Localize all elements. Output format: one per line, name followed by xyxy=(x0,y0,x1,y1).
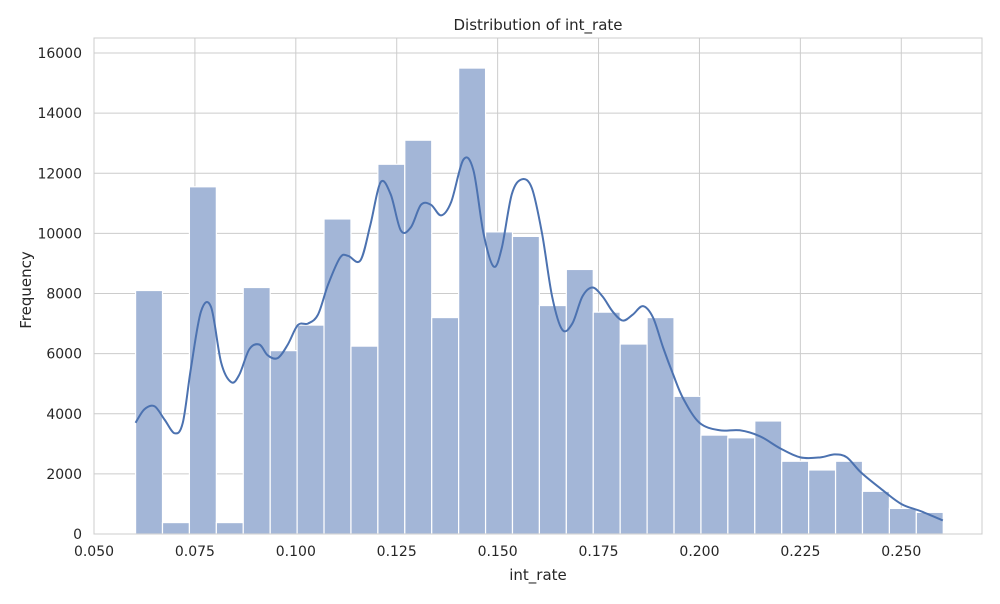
y-tick-label: 6000 xyxy=(46,347,82,363)
y-tick-label: 8000 xyxy=(46,287,82,303)
x-tick-label: 0.100 xyxy=(276,544,316,560)
histogram-bar xyxy=(700,434,729,535)
histogram-bar xyxy=(215,521,244,535)
histogram-bar xyxy=(646,316,675,535)
histogram-bar xyxy=(484,231,514,535)
y-tick-label: 0 xyxy=(73,527,82,543)
y-tick-label: 2000 xyxy=(46,467,82,483)
x-axis-label: int_rate xyxy=(509,566,567,585)
y-tick-labels: 0 2000 4000 6000 8000 10000 12000 14000 16000 xyxy=(37,46,82,543)
histogram-bar xyxy=(134,289,164,535)
histogram-bar xyxy=(565,268,594,535)
kde-curve xyxy=(134,156,944,522)
x-tick-label: 0.075 xyxy=(175,544,215,560)
x-tick-label: 0.050 xyxy=(74,544,114,560)
histogram-bar xyxy=(861,490,891,535)
chart-title: Distribution of int_rate xyxy=(453,16,622,35)
histogram-bar xyxy=(296,324,325,535)
bars-layer xyxy=(134,67,944,535)
x-tick-label: 0.250 xyxy=(881,544,921,560)
histogram-bar xyxy=(323,218,352,535)
y-tick-label: 4000 xyxy=(46,407,82,423)
histogram-bar xyxy=(431,316,460,535)
histogram-bar xyxy=(538,304,567,535)
histogram-bar xyxy=(781,460,810,535)
histogram-bar xyxy=(377,163,406,535)
histogram-bar xyxy=(592,311,621,535)
y-tick-label: 10000 xyxy=(37,226,82,242)
x-tick-label: 0.125 xyxy=(377,544,417,560)
histogram-bar xyxy=(808,469,837,535)
histogram-bar xyxy=(511,235,541,535)
histogram-bar xyxy=(404,139,433,535)
y-axis-label: Frequency xyxy=(17,251,35,329)
histogram-bar xyxy=(673,395,702,535)
histogram-bar xyxy=(619,343,648,535)
histogram-bar xyxy=(350,345,379,535)
histogram-bar xyxy=(458,67,487,535)
x-tick-label: 0.175 xyxy=(578,544,618,560)
histogram-bar xyxy=(242,286,271,535)
histogram-bar xyxy=(754,420,783,535)
x-tick-label: 0.200 xyxy=(679,544,719,560)
x-tick-label: 0.150 xyxy=(478,544,518,560)
x-tick-labels: 0.050 0.075 0.100 0.125 0.150 0.175 0.200 0.225… xyxy=(74,544,921,560)
histogram-bar xyxy=(888,507,917,535)
y-tick-label: 12000 xyxy=(37,166,82,182)
histogram-bar xyxy=(727,437,756,535)
x-tick-label: 0.225 xyxy=(780,544,820,560)
y-tick-label: 16000 xyxy=(37,46,82,62)
kde-layer xyxy=(134,156,944,522)
histogram-bar xyxy=(834,460,864,535)
plot-frame xyxy=(93,37,983,535)
histogram-bar xyxy=(161,521,191,535)
histogram-bar xyxy=(269,350,298,535)
histogram-bar xyxy=(188,186,217,535)
y-tick-label: 14000 xyxy=(37,106,82,122)
